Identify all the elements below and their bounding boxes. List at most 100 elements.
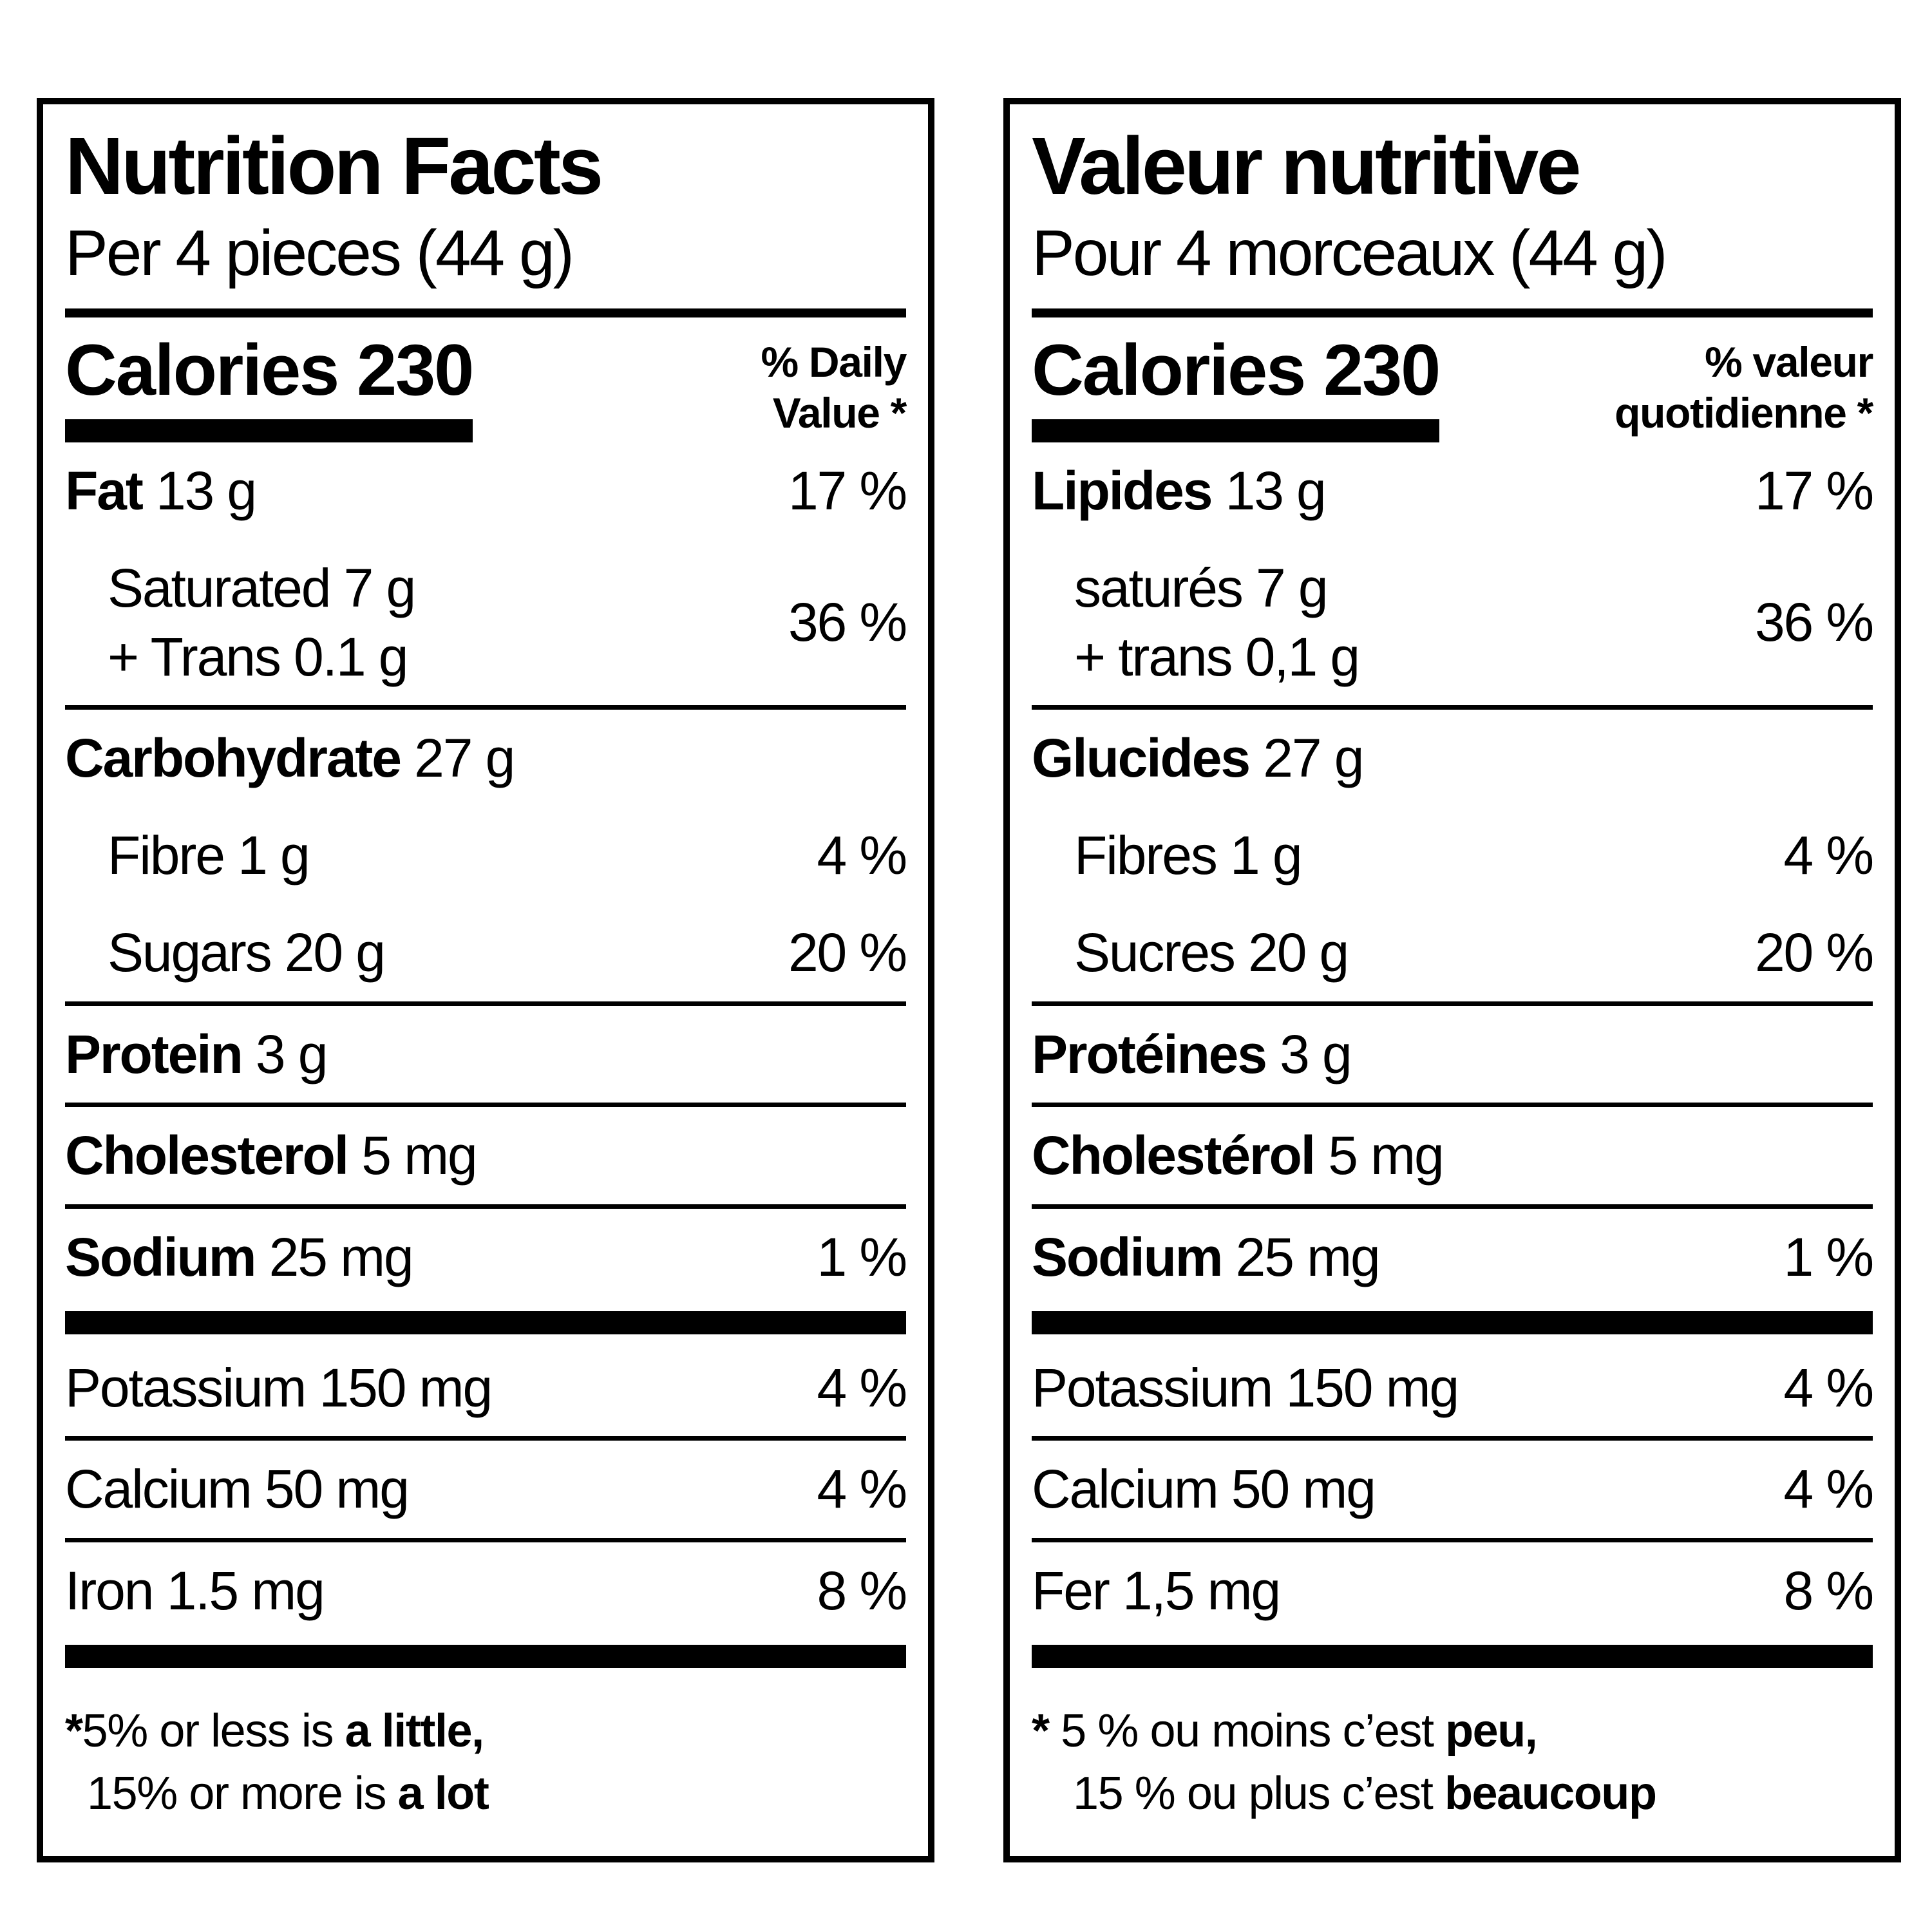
row-carbohydrate-fr: Glucides 27 g bbox=[1032, 710, 1873, 807]
row-fibre-value-fr: 4 % bbox=[1783, 825, 1875, 886]
row-fat-en: Fat 13 g 17 % bbox=[65, 442, 907, 540]
panel-title-en: Nutrition Facts bbox=[65, 120, 603, 211]
row-carbohydrate-label-en: Carbohydrate 27 g bbox=[65, 728, 515, 789]
calories-label-fr: Calories 230 bbox=[1032, 330, 1441, 411]
row-fat-fr: Lipides 13 g 17 % bbox=[1032, 442, 1874, 540]
row-calcium-en: Calcium 50 mg 4 % bbox=[65, 1441, 908, 1538]
row-cholesterol-label-en: Cholesterol 5 mg bbox=[65, 1125, 478, 1186]
row-carbohydrate-en: Carbohydrate 27 g bbox=[65, 710, 906, 807]
divider-after-potassium-en bbox=[65, 1436, 906, 1441]
row-sodium-value-en: 1 % bbox=[817, 1227, 908, 1288]
daily-value-header-en: % Daily Value * bbox=[761, 337, 907, 439]
calories-label-en: Calories 230 bbox=[65, 330, 474, 411]
divider-after-fat-fr bbox=[1032, 705, 1873, 710]
row-protein-en: Protein 3 g bbox=[65, 1006, 906, 1103]
panel-title-fr: Valeur nutritive bbox=[1032, 120, 1582, 211]
row-sugars-value-en: 20 % bbox=[788, 922, 907, 983]
row-sodium-label-fr: Sodium 25 mg bbox=[1032, 1227, 1381, 1288]
row-fat-label-fr: Lipides 13 g bbox=[1032, 460, 1327, 522]
row-sodium-value-fr: 1 % bbox=[1783, 1227, 1875, 1288]
row-fibre-fr: Fibres 1 g 4 % bbox=[1032, 807, 1875, 904]
row-fat-value-fr: 17 % bbox=[1754, 460, 1874, 522]
calories-underline-bar-fr bbox=[1032, 419, 1440, 443]
row-iron-en: Iron 1.5 mg 8 % bbox=[65, 1542, 908, 1640]
row-fat-value-en: 17 % bbox=[788, 460, 907, 522]
row-potassium-label-en: Potassium 150 mg bbox=[65, 1357, 493, 1418]
thick-divider-after-iron-en bbox=[65, 1644, 906, 1668]
divider-after-calcium-fr bbox=[1032, 1538, 1873, 1543]
thick-divider-after-sodium-en bbox=[65, 1311, 906, 1334]
row-iron-value-en: 8 % bbox=[817, 1560, 908, 1622]
serving-size-fr: Pour 4 morceaux (44 g) bbox=[1032, 217, 1668, 290]
row-fibre-value-en: 4 % bbox=[817, 825, 908, 886]
divider-after-carbohydrate-en bbox=[65, 1001, 906, 1006]
divider-after-cholesterol-en bbox=[65, 1204, 906, 1209]
row-saturated-trans-value-en: 36 % bbox=[788, 592, 907, 653]
footnote-fr: * 5 % ou moins c’est peu, 15 % ou plus c… bbox=[1032, 1700, 1873, 1825]
daily-value-header-line1-en: % Daily bbox=[761, 338, 907, 386]
row-sugars-value-fr: 20 % bbox=[1754, 922, 1874, 983]
row-carbohydrate-label-fr: Glucides 27 g bbox=[1032, 728, 1364, 789]
row-potassium-label-fr: Potassium 150 mg bbox=[1032, 1357, 1459, 1418]
thick-divider-after-sodium-fr bbox=[1032, 1311, 1873, 1334]
calories-row-fr: Calories 230 % valeur quotidienne * bbox=[1032, 330, 1873, 443]
footnote-line2-en: 15% or more is a lot bbox=[87, 1768, 489, 1820]
footnote-line1-fr: * 5 % ou moins c’est peu, bbox=[1032, 1705, 1538, 1757]
row-calcium-label-en: Calcium 50 mg bbox=[65, 1459, 410, 1520]
row-saturated-trans-value-fr: 36 % bbox=[1754, 592, 1874, 653]
row-fibre-en: Fibre 1 g 4 % bbox=[65, 807, 908, 904]
row-iron-fr: Fer 1,5 mg 8 % bbox=[1032, 1542, 1875, 1640]
row-fibre-label-en: Fibre 1 g bbox=[108, 825, 310, 886]
row-saturated-trans-fr: saturés 7 g + trans 0,1 g 36 % bbox=[1032, 540, 1874, 705]
calories-block-en: Calories 230 bbox=[65, 330, 474, 443]
daily-value-header-line2-fr: quotidienne * bbox=[1615, 389, 1873, 437]
row-cholesterol-en: Cholesterol 5 mg bbox=[65, 1107, 906, 1204]
row-protein-label-en: Protein 3 g bbox=[65, 1023, 328, 1084]
footnote-asterisk-en: * bbox=[65, 1705, 83, 1757]
row-protein-label-fr: Protéines 3 g bbox=[1032, 1023, 1352, 1084]
row-sodium-en: Sodium 25 mg 1 % bbox=[65, 1209, 908, 1306]
row-protein-fr: Protéines 3 g bbox=[1032, 1006, 1873, 1103]
row-fat-label-en: Fat 13 g bbox=[65, 460, 257, 522]
row-cholesterol-label-fr: Cholestérol 5 mg bbox=[1032, 1125, 1444, 1186]
daily-value-header-fr: % valeur quotidienne * bbox=[1615, 337, 1873, 439]
row-fibre-label-fr: Fibres 1 g bbox=[1074, 825, 1303, 886]
daily-value-header-line2-en: Value * bbox=[772, 389, 907, 437]
row-potassium-value-en: 4 % bbox=[817, 1357, 908, 1418]
footnote-en: *5% or less is a little, 15% or more is … bbox=[65, 1700, 906, 1825]
row-sodium-label-en: Sodium 25 mg bbox=[65, 1227, 414, 1288]
footnote-line1-en: *5% or less is a little, bbox=[65, 1705, 484, 1757]
divider-after-carbohydrate-fr bbox=[1032, 1001, 1873, 1006]
row-calcium-value-fr: 4 % bbox=[1783, 1459, 1875, 1520]
row-sugars-label-fr: Sucres 20 g bbox=[1074, 922, 1349, 983]
row-potassium-en: Potassium 150 mg 4 % bbox=[65, 1340, 908, 1437]
row-saturated-trans-label-fr: saturés 7 g + trans 0,1 g bbox=[1074, 558, 1360, 687]
row-sugars-label-en: Sugars 20 g bbox=[108, 922, 386, 983]
row-potassium-value-fr: 4 % bbox=[1783, 1357, 1875, 1418]
divider-after-calcium-en bbox=[65, 1538, 906, 1543]
row-iron-value-fr: 8 % bbox=[1783, 1560, 1875, 1622]
header-divider-en bbox=[65, 308, 906, 318]
row-potassium-fr: Potassium 150 mg 4 % bbox=[1032, 1340, 1875, 1437]
footnote-asterisk-fr: * bbox=[1032, 1705, 1050, 1757]
divider-after-protein-en bbox=[65, 1103, 906, 1108]
daily-value-header-line1-fr: % valeur bbox=[1705, 338, 1873, 386]
divider-after-cholesterol-fr bbox=[1032, 1204, 1873, 1209]
calories-row-en: Calories 230 % Daily Value * bbox=[65, 330, 907, 443]
row-cholesterol-fr: Cholestérol 5 mg bbox=[1032, 1107, 1873, 1204]
row-iron-label-fr: Fer 1,5 mg bbox=[1032, 1560, 1281, 1622]
row-sugars-fr: Sucres 20 g 20 % bbox=[1032, 904, 1874, 1001]
divider-after-protein-fr bbox=[1032, 1103, 1873, 1108]
header-divider-fr bbox=[1032, 308, 1873, 318]
row-saturated-trans-label-en: Saturated 7 g + Trans 0.1 g bbox=[108, 558, 416, 687]
row-calcium-value-en: 4 % bbox=[817, 1459, 908, 1520]
divider-after-potassium-fr bbox=[1032, 1436, 1873, 1441]
nutrition-facts-panel-fr: Valeur nutritive Pour 4 morceaux (44 g) … bbox=[1003, 98, 1901, 1862]
serving-size-en: Per 4 pieces (44 g) bbox=[65, 217, 574, 290]
row-sodium-fr: Sodium 25 mg 1 % bbox=[1032, 1209, 1875, 1306]
row-iron-label-en: Iron 1.5 mg bbox=[65, 1560, 325, 1622]
row-saturated-trans-en: Saturated 7 g + Trans 0.1 g 36 % bbox=[65, 540, 907, 705]
divider-after-fat-en bbox=[65, 705, 906, 710]
nutrition-facts-panel-en: Nutrition Facts Per 4 pieces (44 g) Calo… bbox=[37, 98, 934, 1862]
